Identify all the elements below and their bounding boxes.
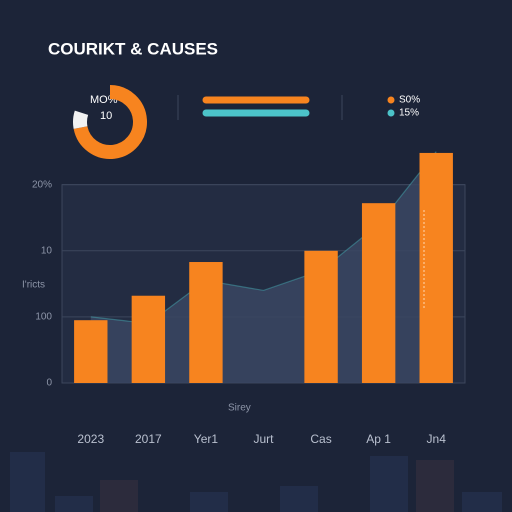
x-tick-label: 2017 [135,432,162,446]
y-tick-label: 10 [41,245,53,256]
x-axis-label: Sirey [228,403,251,414]
bar [419,152,453,383]
x-tick-label: Jurt [253,432,274,446]
legend-dot [387,96,395,104]
y-tick-label: 20% [32,179,52,190]
donut-segment [73,85,147,159]
bar [304,250,338,383]
x-tick-label: Yer1 [194,432,219,446]
bar [361,203,396,383]
bar [189,262,223,383]
y-tick-label: 100 [35,312,52,323]
area [90,151,437,383]
x-tick-label: Cas [310,432,331,446]
bar [74,320,108,383]
x-tick-label: 2023 [77,432,104,446]
donut-label: 10 [100,110,112,122]
legend-label: 15% [399,108,419,119]
x-tick-label: Jn4 [427,432,447,446]
bar [131,295,166,383]
chart-title: COURIKT & CAUSES [48,39,218,58]
legend-label: S0% [399,95,420,106]
x-tick-label: Ap 1 [366,432,391,446]
y-axis-label: I'ricts [22,280,45,291]
y-tick-label: 0 [46,378,52,389]
decor [10,452,502,512]
donut-segment [73,110,89,129]
legend-dot [387,109,395,117]
